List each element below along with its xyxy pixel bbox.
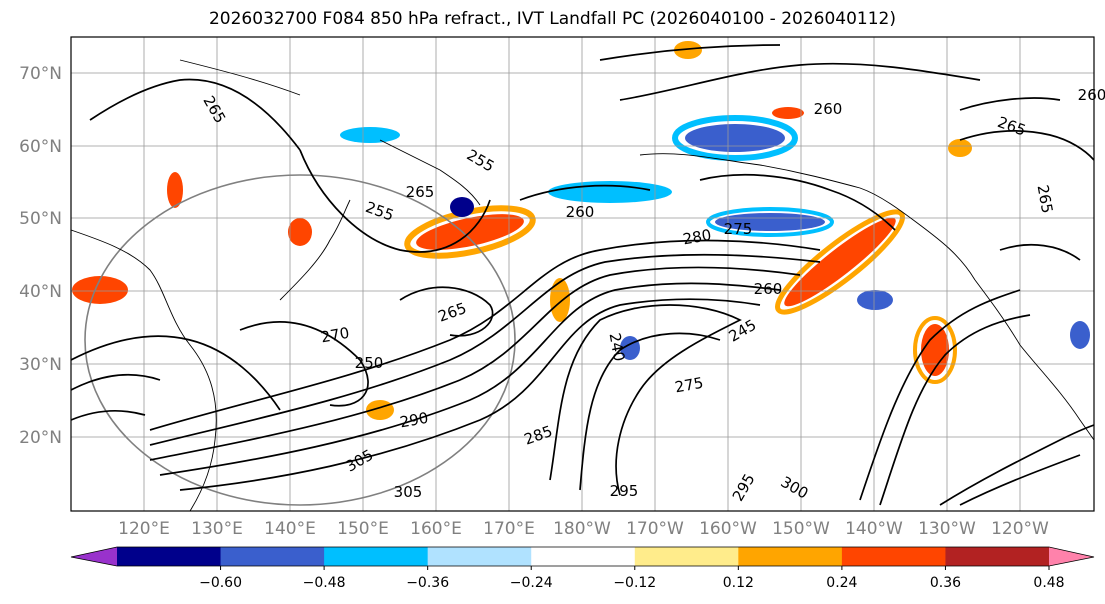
colorbar-tick-label: −0.12	[613, 575, 656, 591]
colorbar-swatch	[634, 547, 739, 566]
latitude-label: 40°N	[19, 282, 62, 302]
colorbar-swatch	[841, 547, 946, 566]
longitude-label: 120°W	[991, 519, 1049, 539]
colorbar-swatch	[945, 547, 1050, 566]
contour-label: 275	[673, 374, 704, 397]
longitude-label: 160°E	[410, 519, 462, 539]
contour-label: 250	[355, 354, 384, 372]
contour-label: 295	[610, 482, 639, 500]
contour-label: 265	[406, 183, 435, 201]
colorbar-tick-label: 0.24	[826, 575, 857, 591]
contour-label: 240	[606, 331, 629, 362]
latitude-label: 60°N	[19, 137, 62, 157]
longitude-label: 170°W	[626, 519, 684, 539]
colorbar-tick-label: −0.60	[199, 575, 242, 591]
latitude-labels: 70°N 60°N 50°N 40°N 30°N 20°N	[19, 64, 62, 448]
graticule	[71, 37, 1094, 511]
latitude-label: 30°N	[19, 355, 62, 375]
longitude-label: 160°W	[699, 519, 757, 539]
colorbar-swatch	[117, 547, 222, 566]
longitude-label: 150°W	[772, 519, 830, 539]
longitude-label: 150°E	[337, 519, 389, 539]
landfall-region-outline	[84, 174, 516, 506]
contour-label: 260	[1078, 86, 1105, 104]
colorbar: −0.60 −0.48 −0.36 −0.24 −0.12 0.12 0.24 0.36 0.4…	[70, 546, 1095, 591]
latitude-label: 20°N	[19, 428, 62, 448]
colorbar-swatch	[427, 547, 532, 566]
colorbar-tick-label: 0.36	[930, 575, 961, 591]
contour-label: 270	[319, 324, 350, 347]
colorbar-tick-label: −0.36	[406, 575, 449, 591]
longitude-label: 120°E	[118, 519, 170, 539]
colorbar-tick-label: 0.48	[1033, 575, 1064, 591]
colorbar-swatch	[220, 547, 325, 566]
longitude-label: 180°W	[553, 519, 611, 539]
colorbar-tick-label: −0.48	[303, 575, 346, 591]
longitude-labels: 120°E 130°E 140°E 150°E 160°E 170°E 180°W 170°W…	[118, 519, 1049, 539]
colorbar-swatch	[324, 547, 429, 566]
colorbar-extend-high	[1049, 547, 1094, 566]
colorbar-tick-label: 0.12	[723, 575, 754, 591]
map-frame	[70, 36, 1095, 512]
longitude-label: 170°E	[483, 519, 535, 539]
colorbar-ticks: −0.60 −0.48 −0.36 −0.24 −0.12 0.12 0.24 0.36 0.4…	[199, 566, 1065, 591]
contour-label: 260	[754, 280, 783, 298]
colorbar-swatch	[738, 547, 843, 566]
longitude-label: 140°W	[845, 519, 903, 539]
colorbar-tick-label: −0.24	[510, 575, 553, 591]
map-content	[71, 37, 1094, 511]
contour-label: 280	[681, 226, 712, 249]
contour-label: 275	[724, 220, 753, 238]
latitude-label: 50°N	[19, 209, 62, 229]
longitude-label: 130°W	[918, 519, 976, 539]
shaded-anomaly-fields	[72, 41, 1090, 420]
colorbar-outline	[70, 546, 1095, 567]
colorbar-extend-low	[71, 547, 117, 566]
latitude-label: 70°N	[19, 64, 62, 84]
contour-label: 305	[394, 483, 423, 501]
colorbar-swatches	[71, 547, 1094, 566]
refractivity-contours	[71, 44, 1094, 506]
longitude-label: 130°E	[191, 519, 243, 539]
figure-title: 2026032700 F084 850 hPa refract., IVT La…	[208, 9, 896, 29]
contour-label: 290	[398, 409, 429, 432]
longitude-label: 140°E	[264, 519, 316, 539]
contour-label: 260	[814, 100, 843, 118]
contour-label: 265	[1034, 183, 1057, 214]
colorbar-swatch	[531, 547, 636, 566]
contour-label: 260	[566, 203, 595, 221]
